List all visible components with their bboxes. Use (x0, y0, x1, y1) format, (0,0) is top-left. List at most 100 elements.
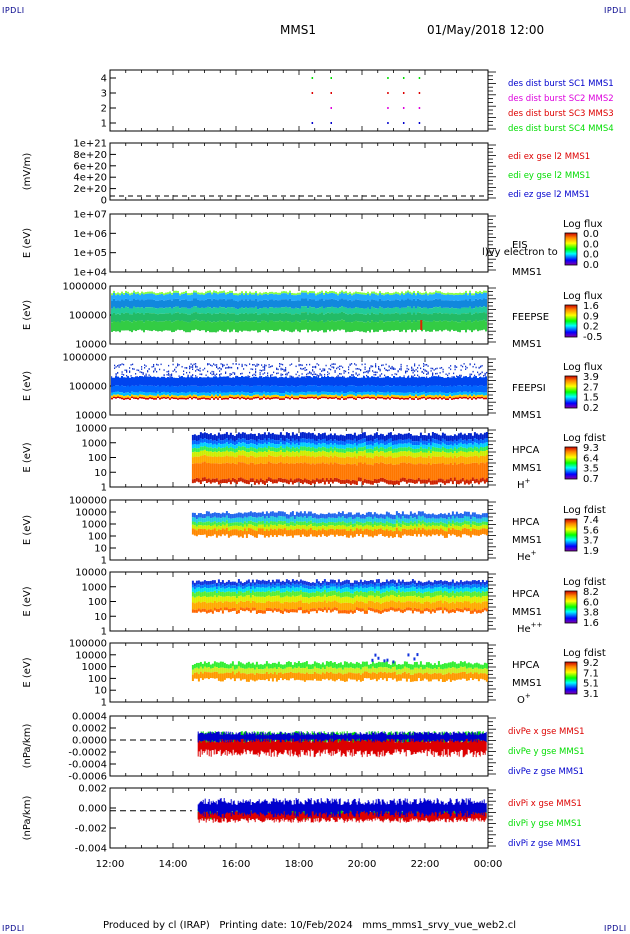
feepse-band (483, 290, 485, 293)
feepsi-band (121, 376, 123, 386)
feepsi-band (203, 395, 205, 398)
feepse-band (465, 321, 467, 333)
feepsi-speck (121, 373, 123, 375)
hpca-band (201, 446, 204, 451)
feepse-band (131, 322, 133, 333)
feepse-band (141, 291, 143, 294)
feepse-band (445, 307, 447, 314)
feepsi-speck (264, 365, 266, 368)
feepsi-band (243, 376, 245, 386)
feepsi-band (351, 396, 353, 399)
feepse-band (161, 313, 163, 322)
feepsi-speck (267, 372, 269, 374)
feepse-band (217, 321, 219, 332)
hpca-band (205, 443, 208, 448)
feepsi-speck (447, 374, 449, 377)
feepse-band (191, 292, 193, 295)
hpca-band (325, 478, 328, 482)
feepse-band (475, 298, 477, 307)
y-tick-label: 3 (101, 89, 107, 100)
hpca-band (321, 478, 324, 482)
hpca-band (321, 450, 324, 456)
hpca-band (465, 479, 468, 484)
feepsi-speck (229, 373, 231, 375)
feepsi-speck (367, 371, 369, 374)
feepsi-band (191, 392, 193, 396)
feepsi-band (389, 398, 391, 400)
feepsi-band (189, 377, 191, 386)
hpca-band (333, 455, 336, 463)
feepsi-band (261, 386, 263, 393)
feepse-band (353, 294, 355, 301)
hpca-band (219, 434, 222, 441)
feepsi-speck (255, 374, 257, 377)
hpca-band (455, 452, 458, 458)
hpca-band (369, 440, 372, 445)
feepsi-band (339, 376, 341, 386)
hpca-band (419, 446, 422, 452)
feepsi-band (383, 395, 385, 398)
feepsi-speck (334, 371, 336, 373)
feepse-band (255, 298, 257, 307)
hpca-band (347, 463, 350, 480)
feepse-band (455, 300, 457, 309)
feepsi-band (151, 395, 153, 398)
feepsi-band (485, 392, 487, 396)
feepse-band (265, 313, 267, 322)
feepsi-band (441, 392, 443, 396)
feepse-band (271, 291, 273, 294)
hpca-band (207, 451, 210, 457)
feepsi-band (211, 391, 213, 395)
feepse-band (115, 321, 117, 332)
feepsi-band (337, 397, 339, 400)
feepse-band (271, 307, 273, 313)
feepsi-band (171, 392, 173, 395)
feepsi-band (425, 393, 427, 397)
feepse-band (433, 299, 435, 308)
hpca-band (473, 446, 476, 451)
hpca-band (317, 439, 320, 444)
feepse-band (219, 291, 221, 294)
feepse-band (345, 293, 347, 300)
hpca-band (207, 447, 210, 452)
hpca-band (281, 440, 284, 445)
feepse-band (343, 299, 345, 307)
hpca-band (397, 439, 400, 444)
hpca-band (275, 444, 278, 449)
feepsi-band (357, 392, 359, 395)
feepsi-band (455, 386, 457, 393)
hpca-band (351, 434, 354, 441)
y-tick-label: 1000 (82, 438, 107, 449)
feepsi-speck (114, 367, 116, 369)
feepse-band (247, 308, 249, 315)
hpca-band (449, 456, 452, 463)
feepse-band (141, 320, 143, 331)
hpca-band (461, 440, 464, 444)
hpca-band (401, 462, 404, 478)
feepsi-speck (408, 375, 410, 377)
hpca-band (373, 463, 376, 479)
colorbar-tick-label: 3.9 (583, 372, 599, 383)
feepsi-band (437, 392, 439, 396)
feepse-band (231, 307, 233, 314)
feepsi-speck (405, 371, 407, 374)
feepsi-band (283, 377, 285, 387)
hpca-band (211, 440, 214, 445)
feepsi-band (309, 391, 311, 395)
hpca-band (431, 480, 434, 485)
feepse-band (419, 292, 421, 295)
hpca-band (353, 456, 356, 464)
hpca-band (449, 444, 452, 449)
hpca-band (483, 446, 486, 452)
hpca-band (225, 450, 228, 456)
hpca-band (433, 451, 436, 457)
feepsi-band (335, 396, 337, 399)
hpca-band (459, 432, 462, 439)
feepsi-speck (262, 366, 264, 368)
feepse-band (333, 313, 335, 322)
feepsi-band (295, 377, 297, 387)
hpca-band (217, 447, 220, 452)
hpca-band (361, 451, 364, 457)
feepsi-speck (331, 366, 333, 368)
